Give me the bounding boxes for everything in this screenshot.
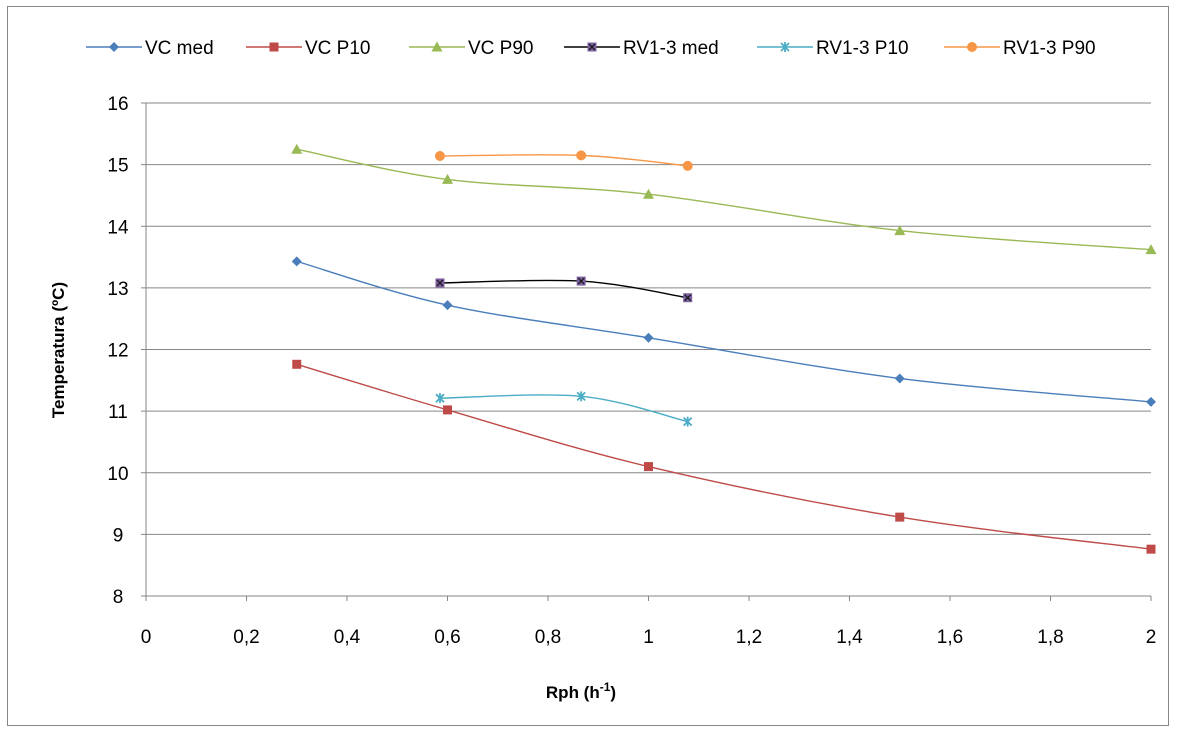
data-point-0-0	[291, 256, 302, 267]
x-tick-label: 0,6	[434, 627, 460, 648]
legend-item-2: VC P90	[409, 38, 533, 59]
legend-item-1: VC P10	[246, 38, 370, 59]
data-point-5-1	[576, 150, 587, 161]
y-tick-label: 8	[113, 587, 124, 608]
y-axis-title: Temperatura (ºC)	[49, 282, 68, 418]
marker-cross	[436, 279, 444, 287]
legend-item-0: VC med	[86, 38, 214, 59]
gridlines	[146, 102, 1151, 535]
series-line-4	[439, 394, 688, 423]
series-4	[435, 391, 693, 427]
x-tick-label: 1	[643, 627, 654, 648]
series-line-3	[439, 279, 688, 299]
data-point-5-2	[682, 160, 693, 171]
data-point-2-1	[442, 173, 453, 184]
data-point-5-0	[434, 150, 445, 161]
legend-marker	[269, 42, 279, 52]
legend-label: RV1-3 med	[623, 38, 719, 59]
data-point-4-0	[435, 393, 445, 404]
series-3	[435, 276, 693, 303]
x-tick-label: 0,4	[334, 627, 361, 648]
tick-labels: 8 9 10 11 12 13 14 15 16 0 0,2 0,4 0,6 0,8 1 1,2 1,4 1,6 1…	[107, 94, 1156, 648]
legend-label: VC P10	[305, 38, 370, 59]
data-point-0-1	[442, 300, 453, 311]
y-tick-label: 9	[113, 525, 124, 546]
y-tick-label: 15	[107, 156, 128, 177]
series-line-1	[296, 363, 1152, 550]
y-tick-label: 13	[107, 279, 128, 300]
series-0	[291, 256, 1156, 407]
data-point-1-3	[895, 512, 905, 522]
legend-marker	[587, 42, 597, 52]
marker-cross	[684, 294, 692, 302]
legend-marker	[431, 41, 443, 52]
x-axis-title: Rph (h-1)	[546, 680, 616, 702]
legend-label: RV1-3 P10	[816, 38, 909, 59]
x-tick-label: 2	[1146, 627, 1157, 648]
legend-marker	[967, 42, 977, 52]
data-point-1-2	[644, 462, 653, 472]
legend-label: RV1-3 P90	[1003, 38, 1096, 59]
marker-cross	[577, 277, 585, 285]
legend: VC med VC P10 VC P90 RV1-3 med RV1-3 P10 RV1-…	[86, 38, 1096, 59]
x-tick-label: 1,2	[736, 627, 762, 648]
x-tick-label: 0,2	[233, 627, 259, 648]
data-point-1-1	[443, 405, 452, 415]
y-tick-label: 12	[107, 341, 128, 362]
x-tick-label: 1,8	[1037, 627, 1063, 648]
legend-label: VC P90	[468, 38, 533, 59]
data-point-2-4	[1145, 244, 1157, 255]
series-line-0	[296, 260, 1152, 403]
legend-item-4: RV1-3 P10	[757, 38, 909, 59]
data-point-1-4	[1146, 544, 1156, 554]
chart-frame	[7, 6, 1169, 726]
data-point-0-4	[1146, 396, 1156, 407]
x-tick-label: 1,6	[937, 627, 963, 648]
series-5	[434, 150, 693, 171]
legend-item-5: RV1-3 P90	[944, 38, 1096, 59]
x-axis-title-suffix: )	[610, 683, 616, 702]
y-tick-label: 11	[108, 402, 128, 423]
x-tick-label: 1,4	[836, 627, 863, 648]
series-2	[291, 143, 1157, 255]
data-point-4-2	[683, 416, 693, 427]
y-tick-label: 16	[107, 94, 128, 115]
data-point-1-0	[292, 359, 302, 369]
data-point-3-0	[435, 278, 445, 288]
x-tick-label: 0,8	[535, 627, 561, 648]
data-point-4-1	[576, 391, 586, 402]
data-point-2-3	[894, 225, 906, 236]
data-point-2-2	[643, 188, 654, 199]
x-axis-title-main: Rph (h	[546, 683, 600, 702]
legend-item-3: RV1-3 med	[564, 38, 719, 59]
series-line-2	[296, 148, 1152, 251]
legend-marker	[780, 42, 790, 52]
legend-label: VC med	[145, 38, 214, 59]
data-point-3-2	[683, 293, 693, 303]
data-point-0-3	[894, 373, 905, 384]
legend-marker	[109, 42, 119, 52]
series	[291, 143, 1157, 554]
y-tick-label: 14	[107, 217, 129, 238]
data-point-2-0	[291, 143, 303, 154]
marker-cross	[588, 43, 596, 51]
series-1	[292, 359, 1156, 554]
x-tick-label: 0	[141, 627, 152, 648]
x-axis-title-superscript: -1	[600, 680, 611, 694]
data-point-0-2	[643, 332, 654, 343]
y-tick-label: 10	[107, 464, 128, 485]
data-point-3-1	[576, 276, 586, 286]
